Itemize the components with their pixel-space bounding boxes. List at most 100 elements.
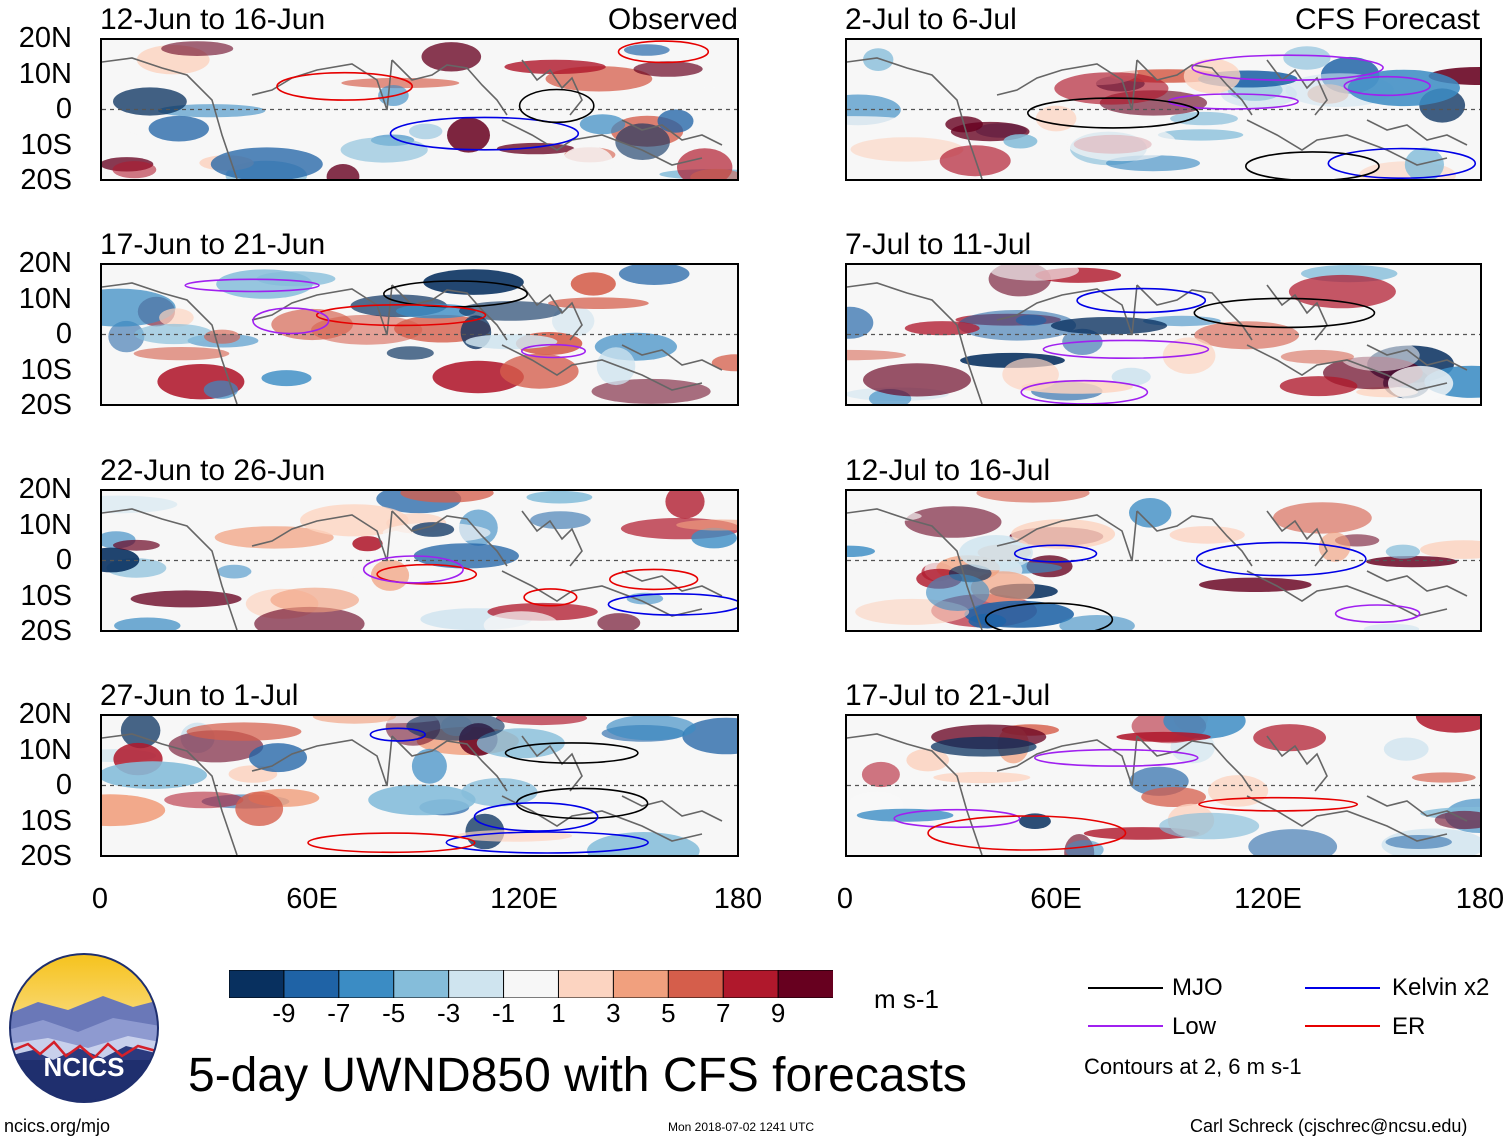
anomaly-shading — [633, 61, 703, 77]
anomaly-shading — [496, 142, 575, 155]
anomaly-shading — [102, 495, 178, 514]
anomaly-shading — [465, 334, 558, 350]
coastline — [1246, 795, 1448, 842]
lat-label: 0 — [55, 544, 72, 576]
colorbar-swatch — [503, 969, 560, 999]
anomaly-shading — [930, 736, 1037, 757]
colorbar-units: m s-1 — [874, 984, 939, 1014]
anomaly-shading — [1366, 556, 1458, 568]
map-panel — [100, 714, 739, 857]
lat-label: 20S — [20, 389, 72, 421]
anomaly-shading — [1157, 129, 1244, 141]
anomaly-shading — [1050, 317, 1168, 335]
anomaly-shading — [246, 566, 354, 590]
wave-contour — [523, 588, 578, 607]
anomaly-shading — [690, 168, 737, 179]
coastline — [391, 735, 508, 792]
lon-label: 180 — [1455, 883, 1505, 915]
coastline — [621, 795, 723, 822]
colorbar-swatch — [612, 969, 670, 999]
anomaly-shading — [500, 353, 579, 389]
anomaly-shading — [352, 536, 383, 552]
lon-label: 60E — [1030, 883, 1082, 915]
panel-title: 17-Jun to 21-Jun — [100, 228, 326, 261]
lat-label: 10N — [18, 733, 72, 766]
map-panel — [845, 263, 1482, 406]
anomaly-shading — [933, 771, 1031, 784]
anomaly-shading — [300, 504, 409, 537]
colorbar-label: -7 — [327, 998, 351, 1028]
anomaly-shading — [990, 265, 1079, 281]
anomaly-shading — [249, 743, 307, 773]
anomaly-shading — [312, 716, 396, 724]
anomaly-shading — [133, 347, 230, 361]
wave-contour — [607, 593, 737, 616]
coastline — [1366, 119, 1468, 146]
anomaly-shading — [409, 123, 443, 140]
coastline — [847, 282, 983, 404]
anomaly-shading — [130, 590, 242, 608]
coastline — [251, 510, 393, 562]
wave-contour — [1334, 604, 1421, 624]
anomaly-shading — [1054, 72, 1169, 105]
lat-label: 10S — [20, 804, 72, 837]
coastline — [391, 59, 508, 116]
colorbar-label: -3 — [437, 998, 461, 1028]
colorbar-label: 9 — [770, 998, 786, 1028]
anomaly-shading — [665, 491, 705, 519]
coastline — [102, 282, 238, 404]
anomaly-shading — [906, 748, 949, 772]
anomaly-shading — [1067, 124, 1177, 162]
colorbar-label: 7 — [715, 998, 731, 1028]
anomaly-shading — [682, 717, 737, 755]
coastline — [501, 344, 703, 391]
anomaly-shading — [108, 320, 145, 353]
colorbar-swatch — [557, 969, 615, 999]
wave-contour — [1020, 379, 1149, 404]
anomaly-shading — [261, 370, 312, 387]
anomaly-shading — [856, 808, 954, 822]
forecast-header: CFS Forecast — [1294, 3, 1480, 36]
anomaly-shading — [254, 606, 365, 630]
anomaly-shading — [1003, 134, 1038, 149]
anomaly-shading — [1288, 274, 1396, 309]
coastline — [521, 510, 583, 567]
coastline — [621, 570, 723, 597]
anomaly-shading — [1420, 540, 1480, 559]
anomaly-shading — [159, 308, 194, 327]
anomaly-shading — [530, 511, 591, 529]
coastline — [621, 344, 723, 371]
coastline — [102, 733, 238, 855]
anomaly-shading — [926, 574, 990, 611]
colorbar-swatch — [393, 969, 450, 999]
map-panel — [845, 714, 1482, 857]
wave-contour — [307, 832, 476, 854]
wave-contour — [369, 727, 426, 742]
coastline — [251, 59, 393, 111]
anomaly-shading — [148, 115, 209, 142]
coastline — [1136, 735, 1253, 792]
anomaly-shading — [548, 297, 649, 309]
coastline — [251, 735, 393, 787]
anomaly-shading — [256, 271, 336, 287]
anomaly-shading — [561, 145, 614, 179]
coastline — [501, 570, 703, 617]
anomaly-shading — [113, 87, 187, 116]
anomaly-shading — [539, 754, 619, 782]
wave-contour — [276, 71, 413, 101]
anomaly-shading — [847, 116, 911, 127]
anomaly-shading — [976, 491, 1090, 503]
anomaly-shading — [863, 48, 894, 71]
anomaly-shading — [1273, 502, 1372, 534]
anomaly-shading — [483, 611, 559, 630]
wave-contour — [473, 802, 599, 832]
anomaly-shading — [447, 117, 490, 153]
wave-contour — [1343, 75, 1431, 97]
colorbar-swatch — [448, 969, 505, 999]
wave-contour — [1245, 151, 1380, 179]
wave-contour — [362, 555, 464, 584]
colorbar-label: -1 — [491, 998, 516, 1028]
anomaly-shading — [102, 794, 166, 827]
lat-label: 10S — [20, 579, 72, 612]
colorbar — [228, 969, 835, 999]
